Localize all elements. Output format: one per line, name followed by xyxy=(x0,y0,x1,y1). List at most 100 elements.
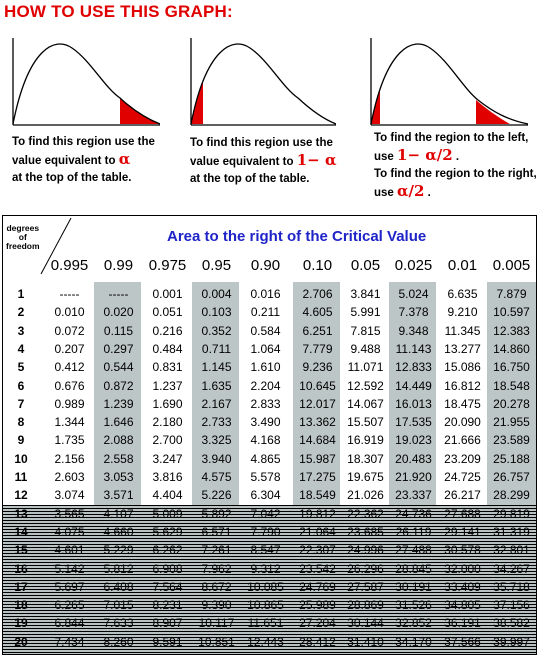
table-cell: 7.790 xyxy=(250,524,281,539)
note-line: use xyxy=(374,151,398,163)
table-cell: 5.009 xyxy=(152,506,183,521)
table-cell: 2.167 xyxy=(201,396,232,411)
note-line: value equivalent to xyxy=(190,156,297,168)
table-cell: 29.141 xyxy=(444,524,481,539)
table-cell: 24.769 xyxy=(299,579,336,594)
table-cell: 2.180 xyxy=(152,415,183,430)
table-cell: 8.260 xyxy=(103,634,134,649)
table-cell: 9.312 xyxy=(250,561,281,576)
table-cell: 31.319 xyxy=(493,524,530,539)
table-cell: 10.865 xyxy=(247,598,284,613)
table-cell: 1.610 xyxy=(250,360,281,375)
curve-two-tails xyxy=(368,38,530,126)
table-cell: 22.362 xyxy=(347,506,384,521)
note-line: at the top of the table. xyxy=(12,172,132,184)
table-cell: 27.587 xyxy=(347,579,384,594)
table-cell: 2.700 xyxy=(152,433,183,448)
table-row: 20 7.434 8.260 9.591 10.851 12.443 28.412 31.41… xyxy=(3,633,536,650)
table-cell: 24.725 xyxy=(444,470,481,484)
table-cell: 0.544 xyxy=(103,360,134,375)
df-cell: 18 xyxy=(14,598,28,613)
table-cell: 14.067 xyxy=(347,396,384,411)
df-cell: 20 xyxy=(14,634,28,649)
table-cell: 6.262 xyxy=(152,543,183,558)
table-cell: 9.488 xyxy=(350,341,381,356)
table-cell: 27.488 xyxy=(395,543,432,558)
table-row: 2 0.010 0.020 0.051 0.103 0.211 4.605 5.991 7.37… xyxy=(3,303,536,320)
table-cell: 4.601 xyxy=(54,543,85,558)
note-line: value equivalent to xyxy=(12,155,119,167)
table-cell: 27.204 xyxy=(299,616,336,631)
table-cell: 5.226 xyxy=(201,488,232,503)
table-cell: 11.143 xyxy=(395,341,432,356)
table-cell: 0.484 xyxy=(152,341,183,356)
table-cell: 4.865 xyxy=(250,451,281,466)
table-cell: 0.051 xyxy=(152,305,183,320)
table-cell: 11.071 xyxy=(347,360,384,375)
alpha-symbol: α xyxy=(118,150,131,168)
df-cell: 16 xyxy=(14,561,28,576)
table-cell: 2.558 xyxy=(103,451,134,466)
table-cell: 3.841 xyxy=(350,287,381,301)
table-cell: 30.578 xyxy=(444,543,481,558)
table-cell: 5.991 xyxy=(350,305,381,320)
table-cell: 11.345 xyxy=(444,323,481,338)
curve-left-tail xyxy=(188,38,336,126)
alpha-header-row: 0.995 0.99 0.975 0.95 0.90 0.10 0.05 0.025 0.01 0… xyxy=(3,257,536,277)
table-cell: 7.261 xyxy=(201,543,232,558)
df-cell: 14 xyxy=(14,524,28,539)
df-cell: 17 xyxy=(14,579,28,594)
table-cell: 1.237 xyxy=(152,378,183,393)
shaded-column-0.005 xyxy=(487,282,536,505)
table-cell: 0.989 xyxy=(54,396,85,411)
table-cell: 21.666 xyxy=(444,433,481,448)
table-cell: 10.085 xyxy=(247,579,284,594)
table-cell: 21.026 xyxy=(347,488,384,503)
table-cell: 0.584 xyxy=(250,323,281,338)
table-cell: 10.645 xyxy=(299,378,336,393)
table-cell: 34.170 xyxy=(395,634,432,649)
alpha-header: 0.01 xyxy=(447,257,478,274)
table-cell: 0.211 xyxy=(250,305,281,320)
table-cell: 19.023 xyxy=(395,433,432,448)
table-cell: 5.812 xyxy=(103,561,134,576)
page-heading: HOW TO USE THIS GRAPH: xyxy=(4,2,233,21)
table-cell: 23.685 xyxy=(347,524,384,539)
table-cell: 14.449 xyxy=(395,378,432,393)
table-cell: 32.801 xyxy=(493,543,530,558)
table-cell: 27.688 xyxy=(444,506,481,521)
table-cell: 23.337 xyxy=(395,488,432,503)
table-cell: 0.872 xyxy=(103,378,134,393)
table-cell: 5.229 xyxy=(103,543,134,558)
table-cell: 18.549 xyxy=(299,488,336,503)
table-cell: 21.064 xyxy=(299,524,336,539)
df-cell: 6 xyxy=(17,378,25,393)
table-cell: 30.191 xyxy=(395,579,432,594)
table-cell: 26.757 xyxy=(493,470,530,484)
table-row: 16 5.142 5.812 6.908 7.962 9.312 23.542 26.296 2… xyxy=(3,560,536,577)
corner-divider xyxy=(40,217,72,275)
table-cell: 12.592 xyxy=(347,378,384,393)
one-minus-alpha-symbol: 1− α xyxy=(296,151,337,169)
table-cell: 14.684 xyxy=(299,433,336,448)
area-title: Area to the right of the Critical Value xyxy=(167,228,427,245)
table-row: 3 0.072 0.115 0.216 0.352 0.584 6.251 7.815 9.34… xyxy=(3,322,536,339)
note-line: To find this region use the xyxy=(12,136,155,148)
table-cell: 3.816 xyxy=(152,470,183,484)
table-cell: 15.507 xyxy=(347,415,384,430)
table-cell: 7.564 xyxy=(152,579,183,594)
df-cell: 1 xyxy=(17,287,25,301)
table-cell: 25.188 xyxy=(493,451,530,466)
table-cell: 12.383 xyxy=(493,323,530,338)
table-row: 6 0.676 0.872 1.237 1.635 2.204 10.645 12.592 14… xyxy=(3,377,536,394)
alpha-header: 0.95 xyxy=(201,257,232,274)
table-cell: 3.325 xyxy=(201,433,232,448)
table-cell: 2.603 xyxy=(54,470,85,484)
table-cell: 1.344 xyxy=(54,415,85,430)
table-cell: 1.735 xyxy=(54,433,85,448)
table-cell: 6.408 xyxy=(103,579,134,594)
table-cell: 18.548 xyxy=(493,378,530,393)
table-cell: 0.297 xyxy=(103,341,134,356)
table-cell: 7.879 xyxy=(496,287,527,301)
table-cell: 22.307 xyxy=(299,543,336,558)
